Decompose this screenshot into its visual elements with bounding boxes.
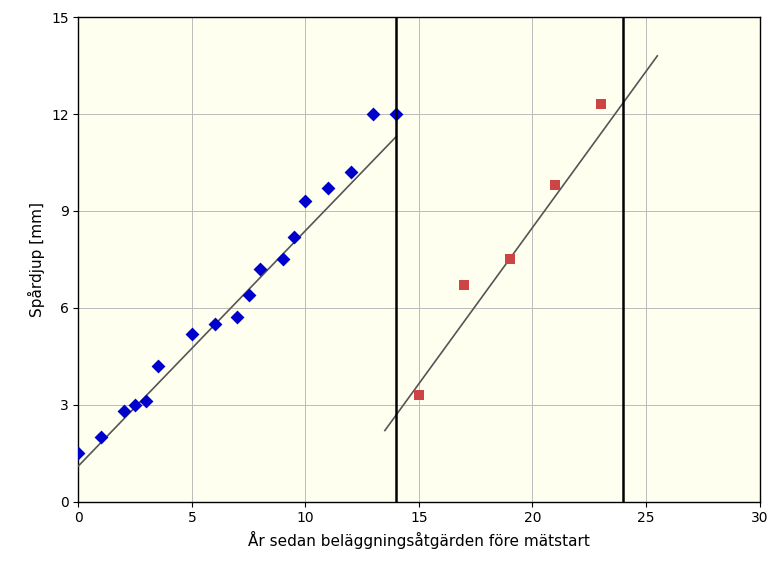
Point [128, 400, 142, 409]
Point [254, 264, 266, 274]
Point [186, 329, 198, 338]
Point [299, 197, 312, 206]
Point [208, 319, 221, 328]
Point [140, 397, 153, 406]
Y-axis label: Spårdjup [mm]: Spårdjup [mm] [28, 202, 45, 317]
Point [243, 290, 255, 299]
Point [549, 181, 561, 190]
Point [322, 184, 334, 193]
Point [390, 109, 402, 119]
Point [367, 109, 380, 119]
Point [503, 255, 516, 264]
Point [72, 449, 85, 458]
Point [117, 406, 130, 416]
X-axis label: År sedan beläggningsåtgärden före mätstart: År sedan beläggningsåtgärden före mätsta… [248, 531, 590, 549]
Point [288, 232, 301, 241]
Point [95, 433, 107, 442]
Point [345, 168, 357, 177]
Point [413, 390, 425, 400]
Point [594, 100, 607, 109]
Point [458, 280, 471, 290]
Point [231, 313, 244, 322]
Point [152, 361, 164, 370]
Point [276, 255, 289, 264]
